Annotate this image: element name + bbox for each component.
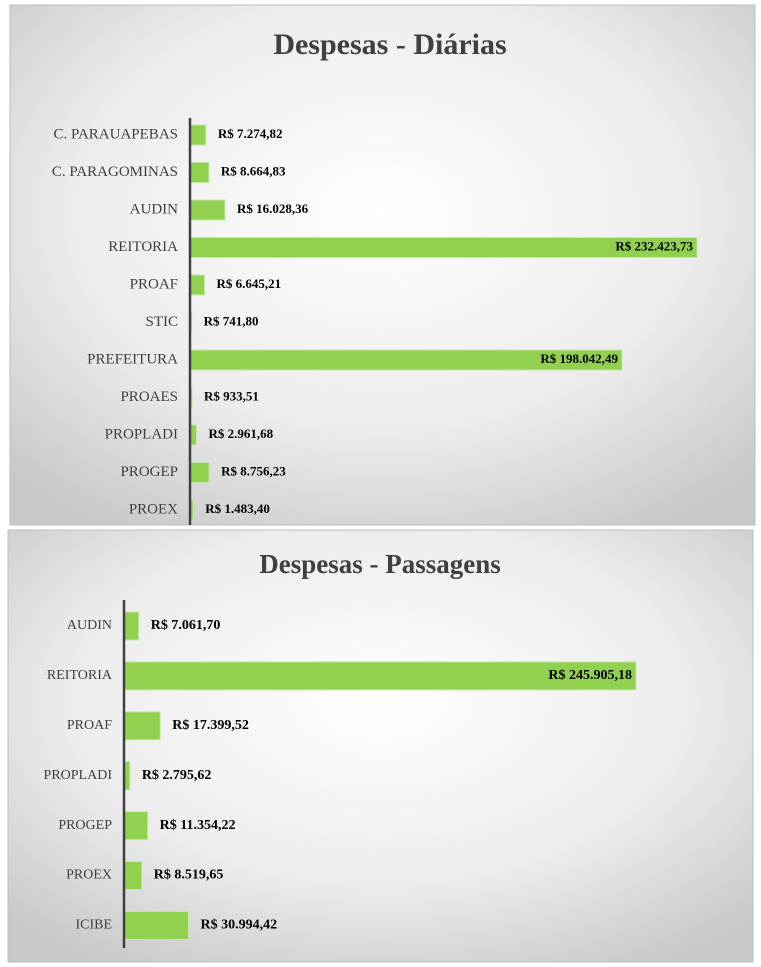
y-tick-label: C. PARAUAPEBAS: [54, 126, 179, 142]
y-tick-label: PROAES: [120, 389, 178, 405]
data-label: R$ 30.994,42: [201, 918, 278, 933]
bar: [123, 611, 140, 641]
bar: [123, 711, 161, 741]
chart-title: Despesas - Diárias: [273, 28, 506, 61]
data-label: R$ 8.519,65: [154, 868, 224, 883]
y-tick-label: PROEX: [129, 501, 178, 517]
y-tick-label: PROPLADI: [44, 768, 113, 783]
y-tick-label: STIC: [145, 314, 178, 330]
bar: [123, 661, 637, 691]
data-label: R$ 2.961,68: [208, 426, 273, 441]
bar: [189, 199, 226, 221]
data-label: R$ 7.274,82: [218, 126, 283, 141]
data-label: R$ 198.042,49: [540, 351, 618, 366]
data-label: R$ 232.423,73: [615, 238, 693, 253]
bar: [123, 811, 149, 841]
y-tick-label: PROEX: [66, 868, 112, 883]
data-label: R$ 1.483,40: [205, 501, 270, 516]
y-tick-label: PREFEITURA: [87, 351, 178, 367]
data-label: R$ 16.028,36: [237, 201, 309, 216]
data-label: R$ 7.061,70: [151, 618, 221, 633]
data-label: R$ 933,51: [204, 388, 259, 403]
bar: [189, 124, 207, 146]
panel: [7, 529, 754, 963]
y-tick-label: PROGEP: [58, 818, 112, 833]
y-tick-label: REITORIA: [108, 239, 178, 255]
data-label: R$ 17.399,52: [172, 718, 249, 733]
bar: [189, 274, 205, 296]
y-tick-label: AUDIN: [130, 201, 178, 217]
data-label: R$ 11.354,22: [160, 818, 236, 833]
y-tick-label: C. PARAGOMINAS: [52, 164, 178, 180]
y-tick-label: PROAF: [130, 276, 178, 292]
bar: [189, 462, 210, 483]
y-tick-label: PROAF: [67, 718, 112, 733]
data-label: R$ 8.756,23: [221, 463, 286, 478]
data-label: R$ 8.664,83: [221, 163, 286, 178]
data-label: R$ 2.795,62: [142, 768, 212, 783]
y-tick-label: PROPLADI: [105, 426, 178, 442]
bar: [123, 861, 143, 890]
y-tick-label: ICIBE: [75, 918, 112, 933]
chart-title: Despesas - Passagens: [259, 549, 501, 579]
panel: [9, 4, 756, 526]
y-tick-label: AUDIN: [67, 618, 112, 633]
data-label: R$ 245.905,18: [548, 668, 632, 683]
y-tick-label: PROGEP: [120, 464, 178, 480]
bar: [123, 910, 190, 940]
data-label: R$ 741,80: [204, 313, 259, 328]
data-label: R$ 6.645,21: [216, 276, 281, 291]
bar: [189, 162, 210, 183]
y-tick-label: REITORIA: [47, 668, 113, 683]
